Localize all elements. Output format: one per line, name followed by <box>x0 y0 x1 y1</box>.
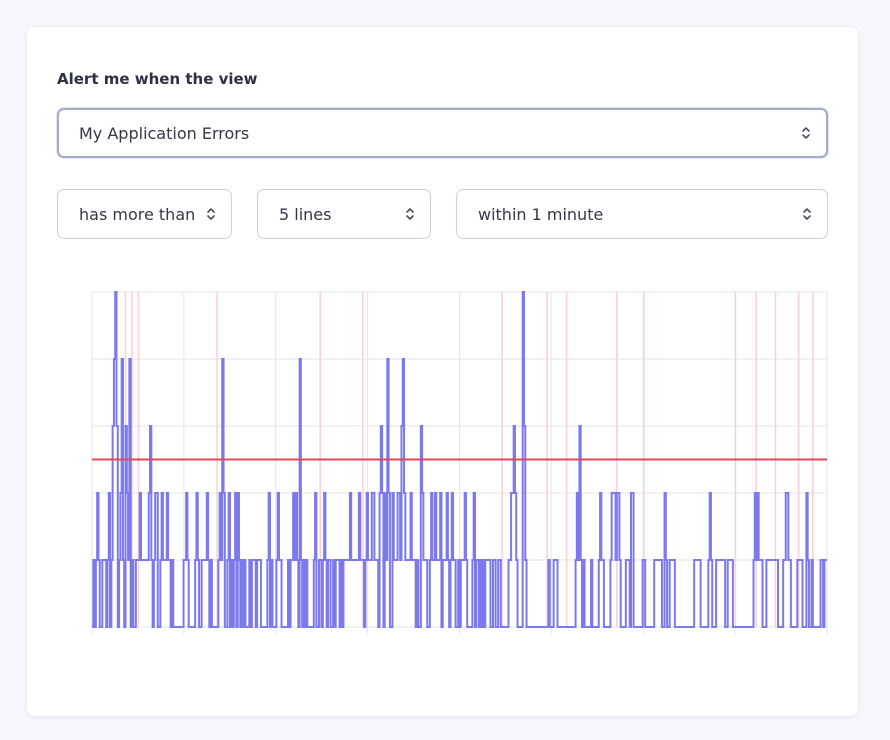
chevron-up-down-icon <box>803 207 811 221</box>
chevron-up-down-icon <box>802 126 810 140</box>
time-window-select[interactable]: within 1 minute <box>456 189 828 239</box>
view-select-value: My Application Errors <box>79 123 250 143</box>
condition-select[interactable]: has more than <box>57 189 232 239</box>
chevron-up-down-icon <box>406 207 414 221</box>
alert-card: Alert me when the view My Application Er… <box>27 27 858 716</box>
count-select-value: 5 lines <box>279 204 332 224</box>
series-line <box>92 291 827 628</box>
count-select[interactable]: 5 lines <box>257 189 431 239</box>
alert-view-label: Alert me when the view <box>57 70 258 88</box>
view-select[interactable]: My Application Errors <box>57 108 828 158</box>
chevron-up-down-icon <box>207 207 215 221</box>
condition-select-value: has more than <box>79 204 196 224</box>
time-window-select-value: within 1 minute <box>478 204 604 224</box>
